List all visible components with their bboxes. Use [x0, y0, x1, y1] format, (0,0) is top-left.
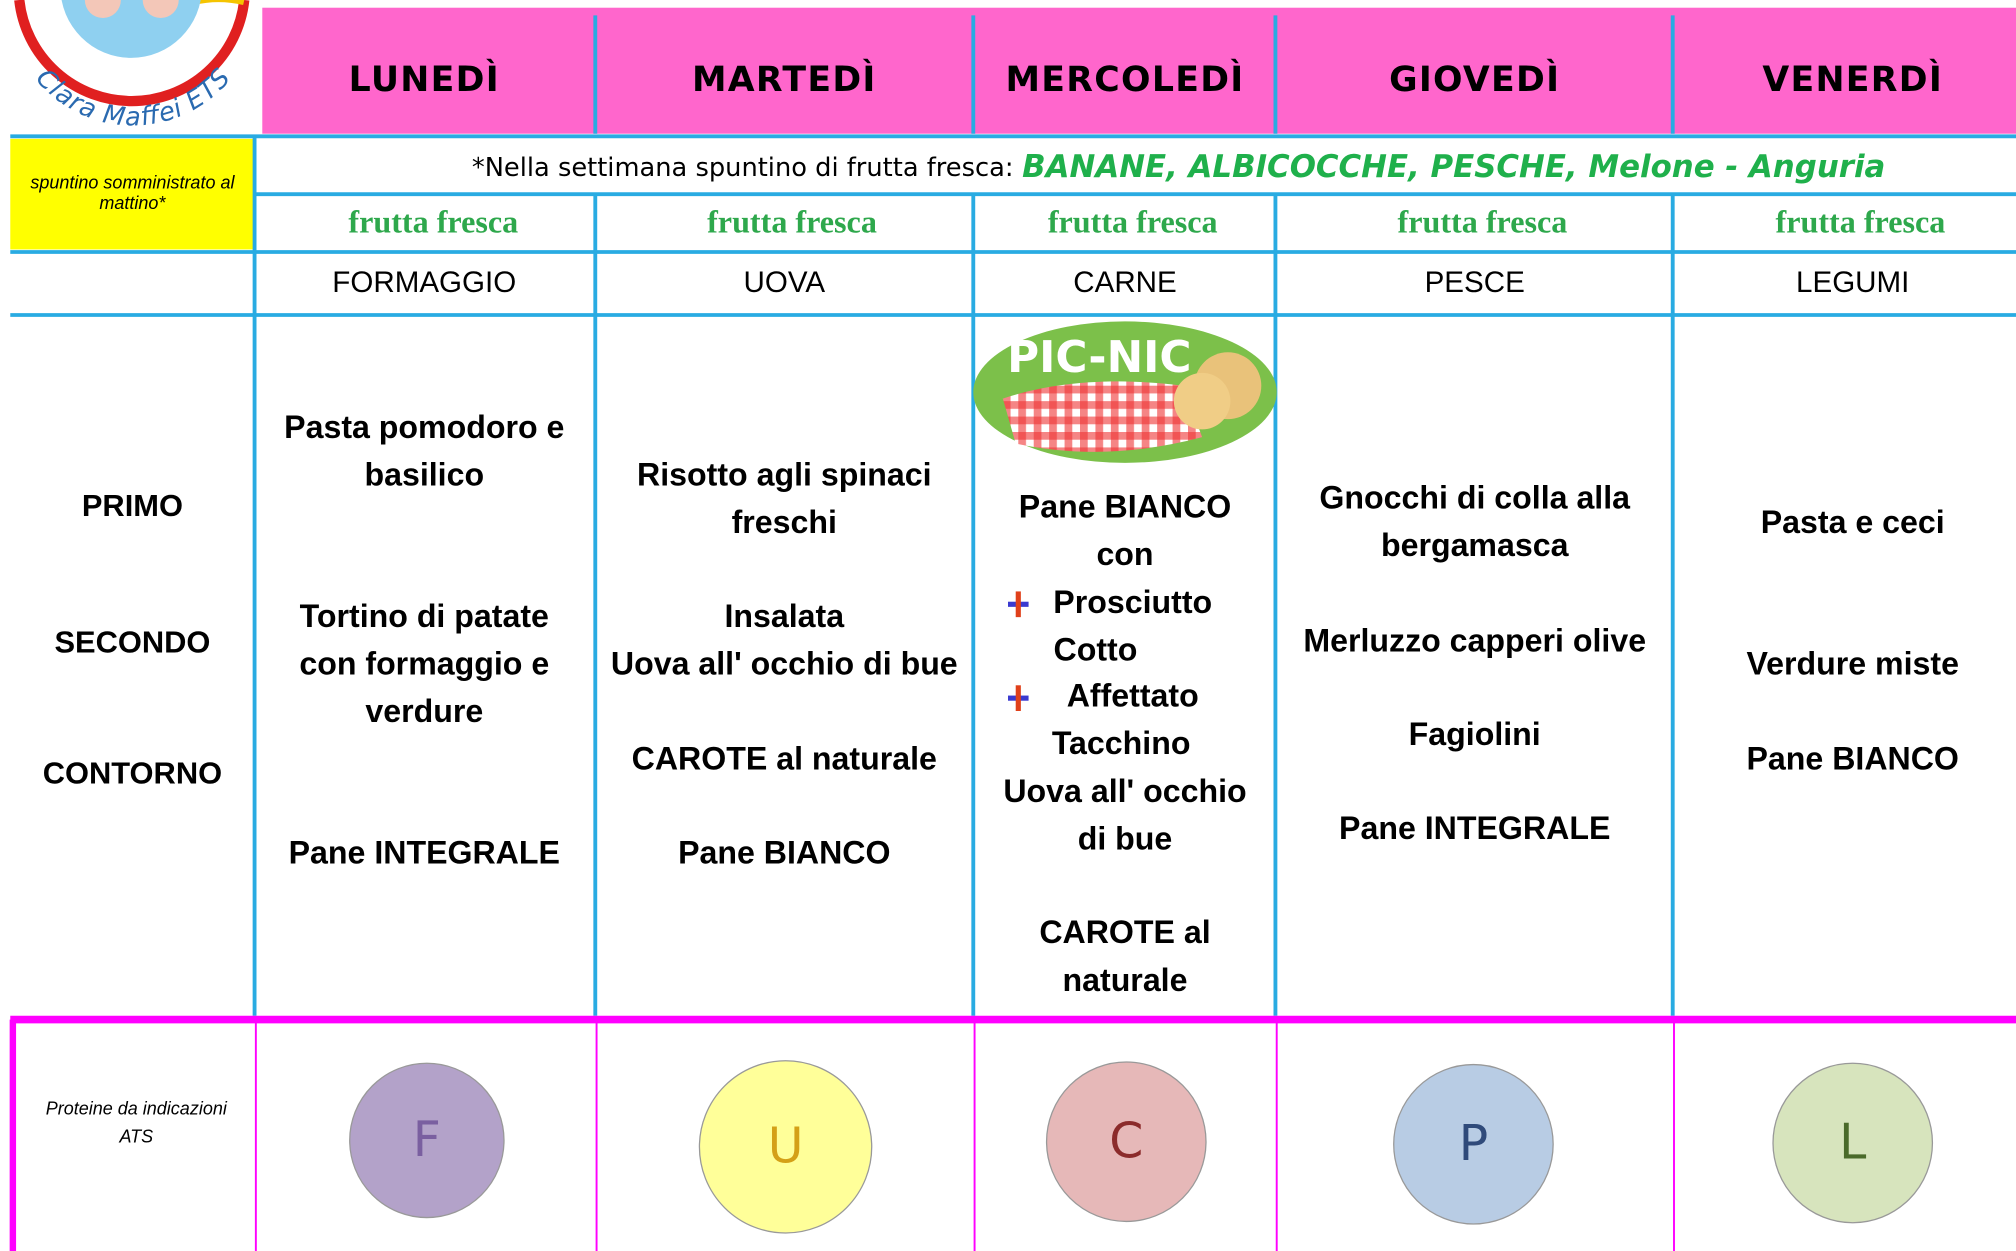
protein-type: CARNE [1073, 266, 1176, 299]
menu-line: Pane INTEGRALE [289, 834, 560, 870]
protein-letter: U [768, 1117, 804, 1174]
menu-line: con formaggio e [299, 645, 549, 681]
day-header: MARTEDÌ [692, 58, 877, 100]
header-bg [262, 7, 2016, 134]
menu-line: basilico [364, 456, 484, 492]
snack-item: frutta fresca [707, 203, 877, 239]
menu-line: Uova all' occhio di bue [611, 645, 958, 681]
picnic-label: PIC-NIC [1007, 332, 1191, 383]
menu-line: verdure [365, 693, 483, 729]
menu-line: Affettato [1067, 678, 1199, 714]
menu-line: Pasta pomodoro e [284, 409, 564, 445]
menu-line: Gnocchi di colla alla [1319, 480, 1631, 516]
snack-item: frutta fresca [1398, 203, 1568, 239]
menu-line: naturale [1063, 962, 1188, 998]
menu-line: Fagiolini [1409, 716, 1541, 752]
protein-type: PESCE [1425, 266, 1525, 299]
day-header: LUNEDÌ [349, 58, 500, 100]
course-label: SECONDO [54, 624, 210, 659]
menu-line: Cotto [1054, 631, 1138, 667]
menu-line: Insalata [724, 598, 845, 634]
course-label: PRIMO [82, 488, 183, 523]
protein-circle [1772, 1062, 1934, 1224]
snack-note: *Nella settimana spuntino di frutta fres… [472, 153, 1014, 183]
protein-type: FORMAGGIO [332, 266, 516, 299]
protein-circle [1393, 1063, 1554, 1225]
protein-letter: C [1109, 1112, 1143, 1169]
protein-circle [349, 1062, 505, 1219]
menu-line: freschi [732, 504, 837, 540]
menu-line: Merluzzo capperi olive [1303, 622, 1646, 658]
menu-line: Pane BIANCO [1747, 741, 1959, 777]
menu-line: Verdure miste [1746, 645, 1958, 681]
menu-line: Pane INTEGRALE [1339, 810, 1610, 846]
menu-line: Tacchino [1052, 725, 1191, 761]
protein-type: LEGUMI [1796, 266, 1909, 299]
menu-line: CAROTE al naturale [632, 741, 937, 777]
protein-type: UOVA [743, 266, 825, 299]
menu-line: Uova all' occhio [1003, 773, 1246, 809]
protein-letter: P [1459, 1115, 1488, 1172]
menu-line: bergamasca [1381, 527, 1570, 563]
bullet-icons [1008, 591, 1029, 711]
table-grid [10, 134, 2016, 1016]
menu-line: Tortino di patate [300, 598, 549, 634]
day-header: MERCOLEDÌ [1005, 58, 1244, 100]
menu-line: Pane BIANCO [678, 834, 890, 870]
protein-circle [698, 1060, 873, 1234]
day-header: GIOVEDÌ [1389, 58, 1560, 100]
snack-label: spuntino somministrato al [30, 173, 235, 193]
snack-label-bg [10, 138, 255, 250]
menu-line: di bue [1078, 820, 1173, 856]
logo: Clara Maffei ETS [14, 0, 250, 132]
snack-item: frutta fresca [1048, 203, 1218, 239]
menu-line: Pasta e ceci [1761, 504, 1945, 540]
menu-line: con [1096, 536, 1153, 572]
protein-grid [9, 1015, 2016, 1251]
protein-letter: F [413, 1111, 441, 1168]
protein-legend-label: ATS [118, 1127, 153, 1147]
protein-circle [1045, 1061, 1207, 1223]
snack-item: frutta fresca [348, 203, 518, 239]
menu-line: Risotto agli spinaci [637, 456, 932, 492]
header-dividers [593, 15, 1675, 134]
menu-line: Prosciutto [1053, 584, 1212, 620]
course-label: CONTORNO [43, 755, 222, 790]
menu-line: CAROTE al [1039, 914, 1210, 950]
protein-legend-label: Proteine da indicazioni [46, 1098, 228, 1118]
day-header: VENERDÌ [1762, 58, 1943, 100]
snack-fruits: BANANE, ALBICOCCHE, PESCHE, Melone - Ang… [1022, 149, 1885, 185]
snack-label: mattino* [99, 193, 166, 213]
picnic-image: PIC-NIC [973, 321, 1277, 463]
snack-item: frutta fresca [1776, 203, 1946, 239]
menu-line: Pane BIANCO [1019, 489, 1231, 525]
protein-letter: L [1839, 1114, 1866, 1171]
